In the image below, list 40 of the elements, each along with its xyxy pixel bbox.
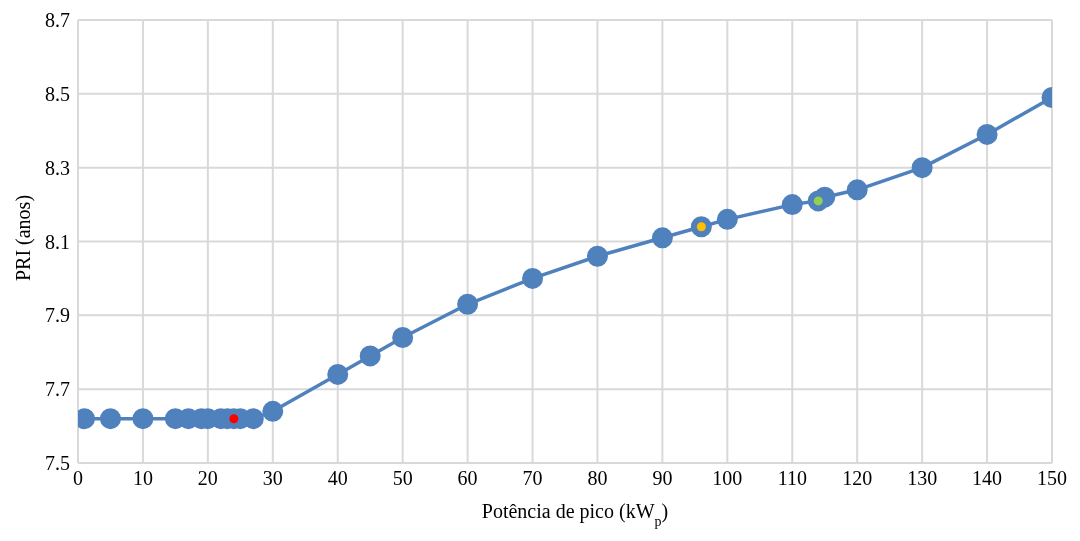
point	[716, 208, 738, 230]
x-tick-label: 30	[262, 467, 283, 490]
y-tick-label: 8.1	[45, 230, 70, 253]
x-tick-label: 100	[712, 467, 743, 490]
point	[846, 179, 868, 201]
point	[359, 345, 381, 367]
point	[976, 123, 998, 145]
y-tick-label: 8.5	[45, 82, 70, 105]
x-tick-label: 20	[197, 467, 218, 490]
point	[392, 326, 414, 348]
point	[911, 157, 933, 179]
y-tick-label: 7.5	[45, 452, 70, 475]
x-tick-label: 130	[907, 467, 938, 490]
point	[99, 408, 121, 430]
y-tick-label: 7.7	[45, 378, 70, 401]
x-axis-title: Potência de pico (kW$_{p}$)	[481, 500, 669, 529]
y-axis-title: PRI (anos)	[12, 194, 35, 282]
point	[522, 267, 544, 289]
x-tick-label: 60	[457, 467, 478, 490]
y-tick-label: 8.7	[45, 9, 70, 32]
x-tick-label: 140	[972, 467, 1003, 490]
y-tick-label: 7.9	[45, 304, 70, 327]
x-tick-label: 10	[132, 467, 153, 490]
x-tick-label: 70	[522, 467, 543, 490]
point	[651, 227, 673, 249]
x-tick-label: 40	[327, 467, 348, 490]
x-tick-label: 50	[392, 467, 413, 490]
x-tick-label: 110	[777, 467, 807, 490]
point	[262, 400, 284, 422]
x-tick-label: 150	[1037, 467, 1067, 490]
x-tick-label: 90	[652, 467, 673, 490]
y-tick-label: 8.3	[45, 156, 70, 179]
point	[457, 293, 479, 315]
point	[327, 363, 349, 385]
point	[781, 194, 803, 216]
x-tick-label: 80	[587, 467, 608, 490]
x-tick-label: 120	[842, 467, 873, 490]
x-tick-label: 0	[73, 467, 83, 490]
point	[586, 245, 608, 267]
point	[132, 408, 154, 430]
